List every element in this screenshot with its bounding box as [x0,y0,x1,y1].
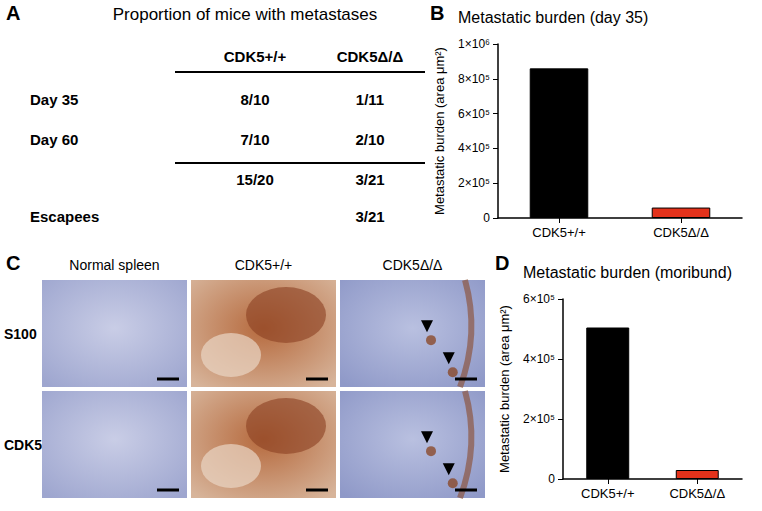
svg-text:2/10: 2/10 [355,131,384,148]
svg-text:Day 35: Day 35 [30,91,78,108]
svg-text:3/21: 3/21 [355,208,384,225]
svg-text:CDK5Δ/Δ: CDK5Δ/Δ [337,48,404,65]
svg-text:8×10⁵: 8×10⁵ [458,72,490,86]
svg-text:CDK5Δ/Δ: CDK5Δ/Δ [383,257,443,273]
svg-text:Escapees: Escapees [30,208,99,225]
html-text:C: C [6,252,21,274]
svg-text:CDK5+/+: CDK5+/+ [532,225,585,240]
svg-text:0: 0 [548,472,555,486]
svg-text:1×10⁶: 1×10⁶ [458,37,490,51]
svg-text:CDK5Δ/Δ: CDK5Δ/Δ [653,225,709,240]
svg-text:Normal spleen: Normal spleen [69,257,159,273]
svg-text:S100: S100 [4,326,37,342]
svg-text:Metastatic burden (area μm²): Metastatic burden (area μm²) [432,47,447,215]
svg-text:2×10⁵: 2×10⁵ [458,176,490,190]
svg-text:7/10: 7/10 [240,131,269,148]
svg-text:4×10⁵: 4×10⁵ [523,352,555,366]
svg-text:15/20: 15/20 [236,171,274,188]
html-text:D: D [495,252,510,274]
svg-text:1/11: 1/11 [356,91,384,108]
svg-text:6×10⁵: 6×10⁵ [458,107,490,121]
svg-text:6×10⁵: 6×10⁵ [523,292,555,306]
svg-text:CDK5+/+: CDK5+/+ [235,257,293,273]
svg-text:3/21: 3/21 [355,171,384,188]
svg-text:Metastatic burden (day 35): Metastatic burden (day 35) [458,9,648,26]
svg-text:CDK5Δ/Δ: CDK5Δ/Δ [669,486,725,501]
html-text:B: B [430,2,445,24]
html-text:A: A [6,2,21,24]
svg-text:CDK5: CDK5 [4,437,42,453]
svg-text:4×10⁵: 4×10⁵ [458,141,490,155]
svg-text:2×10⁵: 2×10⁵ [523,412,555,426]
svg-text:8/10: 8/10 [240,91,269,108]
svg-text:Metastatic burden (area μm²): Metastatic burden (area μm²) [497,305,512,473]
svg-text:Metastatic burden (moribund): Metastatic burden (moribund) [523,264,732,281]
svg-text:Proportion of mice with metast: Proportion of mice with metastases [113,5,378,24]
svg-text:Day 60: Day 60 [30,131,78,148]
svg-text:0: 0 [483,211,490,225]
svg-text:CDK5+/+: CDK5+/+ [224,48,287,65]
svg-text:CDK5+/+: CDK5+/+ [581,486,634,501]
